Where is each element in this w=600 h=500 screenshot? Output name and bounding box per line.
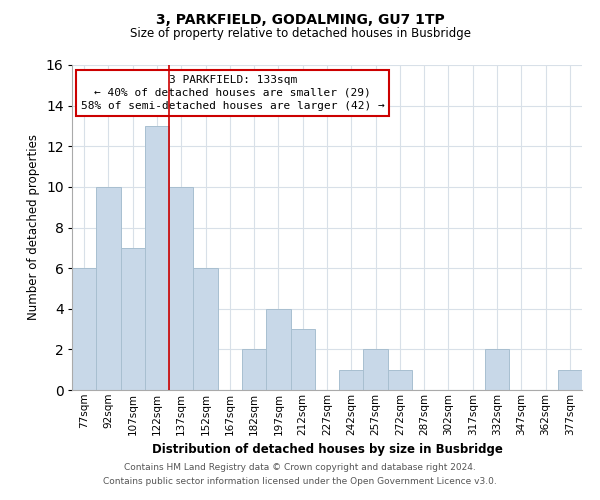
Bar	[242, 350, 266, 390]
Bar	[145, 126, 169, 390]
Bar	[169, 187, 193, 390]
Bar	[364, 350, 388, 390]
Y-axis label: Number of detached properties: Number of detached properties	[28, 134, 40, 320]
Bar	[121, 248, 145, 390]
Bar	[266, 308, 290, 390]
Bar	[290, 329, 315, 390]
Bar	[193, 268, 218, 390]
Bar	[388, 370, 412, 390]
Text: Contains HM Land Registry data © Crown copyright and database right 2024.: Contains HM Land Registry data © Crown c…	[124, 464, 476, 472]
Text: 3, PARKFIELD, GODALMING, GU7 1TP: 3, PARKFIELD, GODALMING, GU7 1TP	[155, 12, 445, 26]
Text: Size of property relative to detached houses in Busbridge: Size of property relative to detached ho…	[130, 28, 470, 40]
Bar	[485, 350, 509, 390]
Bar	[339, 370, 364, 390]
Text: Contains public sector information licensed under the Open Government Licence v3: Contains public sector information licen…	[103, 477, 497, 486]
Bar	[96, 187, 121, 390]
X-axis label: Distribution of detached houses by size in Busbridge: Distribution of detached houses by size …	[152, 443, 502, 456]
Bar	[72, 268, 96, 390]
Bar	[558, 370, 582, 390]
Text: 3 PARKFIELD: 133sqm
← 40% of detached houses are smaller (29)
58% of semi-detach: 3 PARKFIELD: 133sqm ← 40% of detached ho…	[81, 74, 385, 111]
